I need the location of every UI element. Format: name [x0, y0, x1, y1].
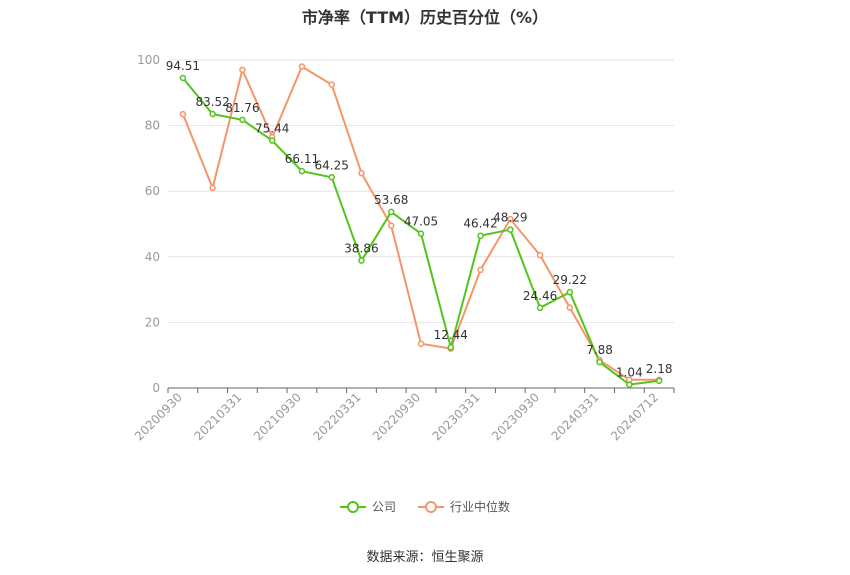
data-point-company: [268, 137, 276, 144]
x-tick-label: 20240331: [549, 390, 602, 443]
data-point-industry: [477, 266, 484, 274]
data-point-industry: [566, 304, 574, 311]
data-label: 7.88: [586, 343, 613, 357]
data-point-company: [626, 381, 633, 388]
legend-swatch-company: [339, 500, 366, 514]
chart-title: 市净率（TTM）历史百分位（%）: [301, 8, 549, 27]
data-point-company: [239, 116, 246, 124]
data-label: 83.52: [195, 95, 229, 109]
data-label: 24.46: [523, 289, 557, 303]
x-tick-label: 20230930: [489, 390, 542, 443]
data-point-company: [477, 232, 484, 239]
y-tick-label: 100: [137, 53, 160, 67]
data-label: 81.76: [225, 101, 259, 115]
data-point-industry: [298, 63, 306, 70]
data-point-company: [566, 288, 574, 296]
data-label: 47.05: [404, 215, 438, 229]
y-tick-label: 0: [152, 381, 160, 395]
y-tick-label: 40: [145, 250, 160, 264]
data-point-industry: [536, 251, 544, 259]
data-label: 38.86: [344, 242, 378, 256]
data-label: 53.68: [374, 193, 408, 207]
data-point-company: [596, 358, 603, 366]
y-tick-label: 80: [145, 119, 160, 133]
data-label: 29.22: [553, 273, 587, 287]
y-tick-label: 60: [145, 184, 160, 198]
data-label: 46.42: [463, 217, 497, 231]
data-label: 64.25: [315, 158, 349, 172]
data-source: 数据来源：恒生聚源: [366, 550, 484, 565]
data-point-company: [179, 74, 187, 82]
x-tick-label: 20230331: [430, 390, 483, 443]
legend-label-company: 公司: [371, 500, 396, 514]
data-point-industry: [387, 222, 395, 229]
data-point-company: [536, 304, 544, 312]
y-tick-label: 20: [145, 315, 160, 329]
x-tick-label: 20220331: [311, 390, 364, 443]
data-point-company: [507, 226, 514, 233]
data-point-company: [358, 257, 365, 264]
legend-swatch-industry: [418, 500, 444, 514]
data-label: 75.44: [255, 122, 289, 136]
data-point-company: [209, 110, 216, 118]
x-tick-label: 20220930: [370, 390, 423, 443]
data-label: 1.04: [616, 366, 643, 380]
x-tick-label: 20210930: [251, 390, 304, 443]
x-tick-label: 20240712: [608, 390, 661, 443]
data-label: 12.44: [434, 328, 468, 342]
data-label: 2.18: [646, 362, 673, 376]
data-label: 48.29: [493, 211, 527, 225]
data-point-company: [298, 167, 306, 175]
data-point-company: [328, 174, 335, 181]
data-point-industry: [209, 184, 216, 192]
x-tick-label: 20210331: [191, 390, 244, 443]
data-point-company: [417, 230, 425, 237]
data-point-industry: [328, 81, 335, 88]
data-label: 94.51: [166, 59, 200, 73]
data-label: 66.11: [285, 152, 319, 166]
chart-legend: 公司 行业中位数: [0, 498, 850, 515]
legend-item-company[interactable]: 公司: [339, 498, 396, 515]
data-point-industry: [179, 110, 187, 118]
data-point-company: [655, 377, 663, 385]
data-point-company: [447, 343, 455, 351]
data-point-industry: [417, 340, 425, 347]
data-point-company: [387, 208, 395, 216]
x-tick-label: 20200930: [132, 390, 185, 443]
legend-label-industry: 行业中位数: [450, 500, 511, 514]
legend-item-industry[interactable]: 行业中位数: [418, 498, 510, 515]
data-point-industry: [358, 169, 365, 177]
data-point-industry: [239, 66, 246, 74]
data-point-industry: [507, 215, 514, 223]
